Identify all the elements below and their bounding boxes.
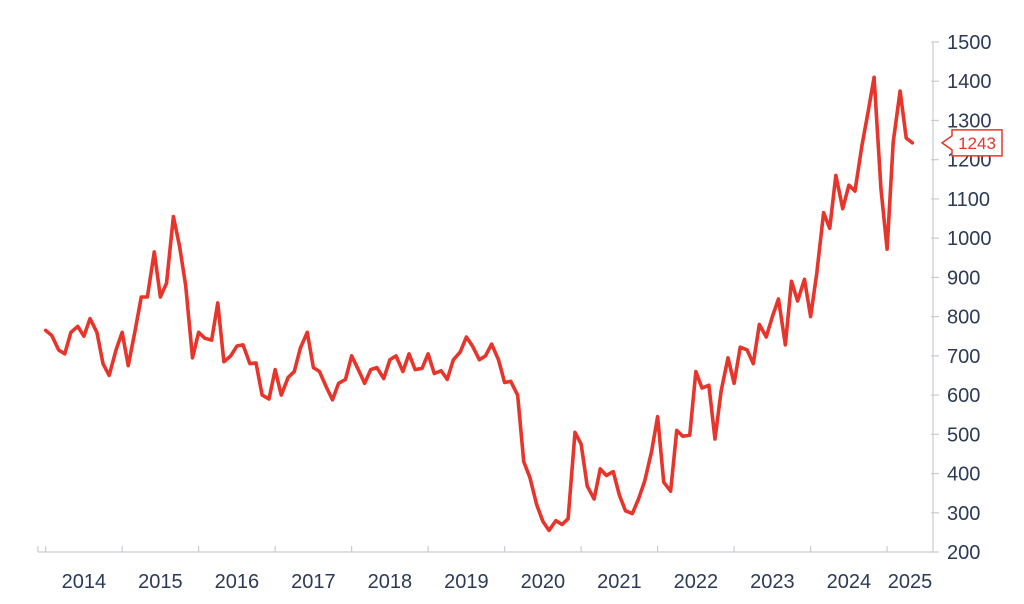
x-tick-label: 2017 (291, 571, 336, 593)
last-value-label: 1243 (958, 134, 996, 153)
y-tick-label: 1300 (947, 110, 992, 132)
x-tick-label: 2018 (368, 571, 413, 593)
x-tick-label: 2015 (138, 571, 183, 593)
y-tick-label: 1000 (947, 228, 992, 250)
x-tick-label: 2016 (215, 571, 260, 593)
y-tick-label: 800 (947, 307, 980, 329)
x-tick-label: 2014 (62, 571, 107, 593)
x-tick-label: 2025 (888, 571, 933, 593)
y-tick-label: 1100 (947, 189, 990, 211)
y-tick-label: 300 (947, 503, 980, 525)
y-tick-label: 600 (947, 385, 980, 407)
y-tick-label: 700 (947, 346, 980, 368)
series-line (43, 75, 915, 533)
x-tick-label: 2024 (827, 571, 872, 593)
x-tick-label: 2021 (597, 571, 642, 593)
x-tick-label: 2022 (674, 571, 719, 593)
x-tick-label: 2023 (750, 571, 795, 593)
y-tick-label: 500 (947, 424, 980, 446)
y-tick-label: 1400 (947, 71, 992, 93)
y-tick-label: 200 (947, 542, 980, 564)
last-value-callout (940, 129, 1003, 157)
y-tick-label: 400 (947, 464, 980, 486)
y-tick-label: 1500 (947, 32, 992, 54)
y-tick-label: 900 (947, 267, 980, 289)
x-tick-label: 2019 (444, 571, 489, 593)
x-tick-label: 2020 (521, 571, 566, 593)
